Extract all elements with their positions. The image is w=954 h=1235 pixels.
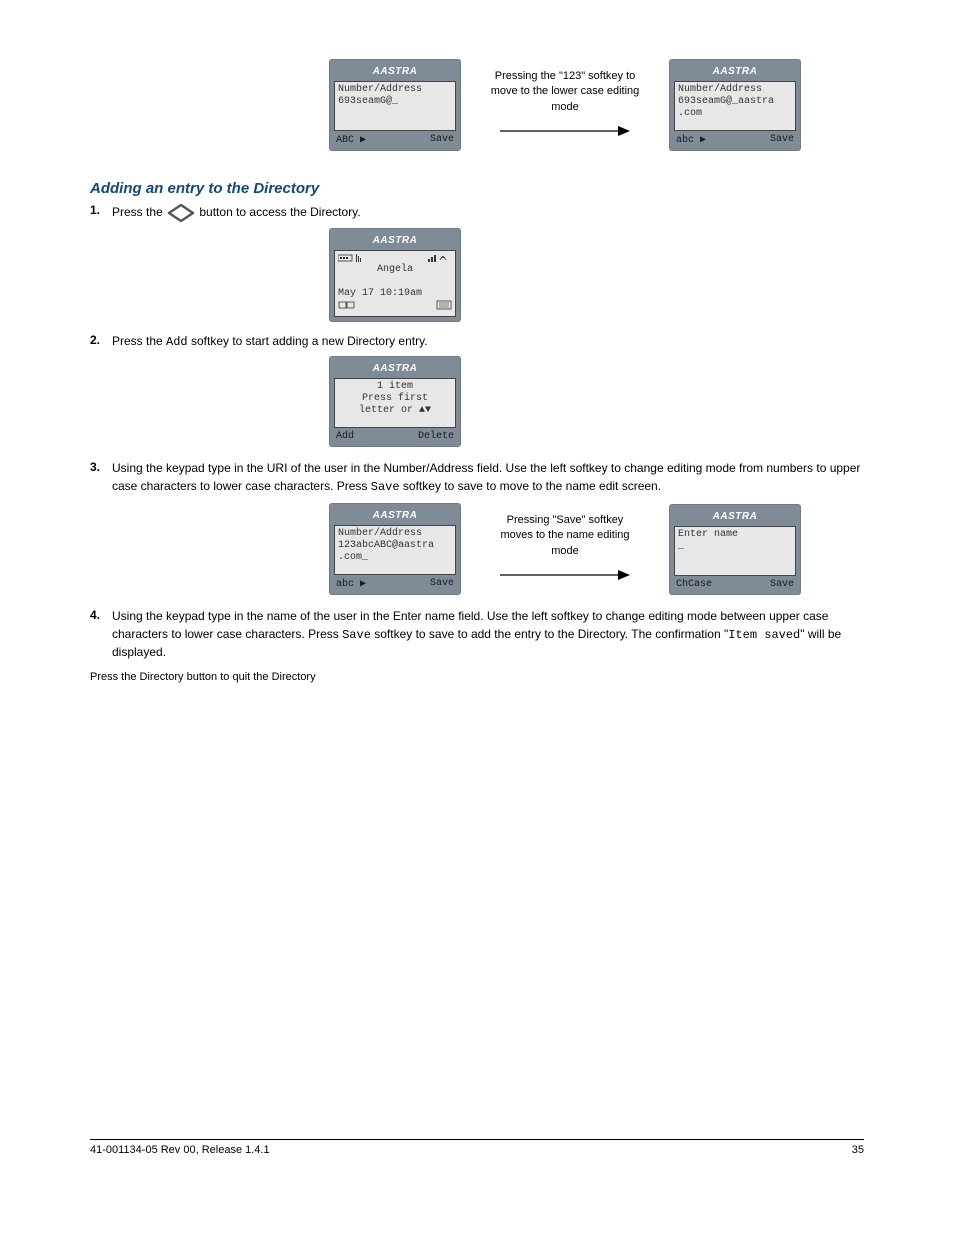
book-icon	[338, 300, 356, 314]
page-footer: 41-001134-05 Rev 00, Release 1.4.1 35	[90, 1139, 864, 1156]
softkey-left[interactable]: ABC ▶	[336, 134, 366, 146]
softkey-left[interactable]: ChCase	[676, 579, 712, 590]
softkey-right[interactable]: Save	[430, 134, 454, 146]
softkey-right[interactable]: Save	[770, 134, 794, 146]
v2: .com_	[338, 552, 368, 563]
brand-label: AASTRA	[334, 508, 456, 525]
phone-display: Enter name _	[674, 526, 796, 576]
step-number: 4.	[90, 608, 106, 622]
phone-edit-uri: AASTRA Number/Address 123abcABC@aastra .…	[330, 504, 460, 594]
directory-button-icon	[166, 203, 196, 223]
closing-note: Press the Directory button to quit the D…	[90, 671, 864, 683]
doc-id: 41-001134-05 Rev 00, Release 1.4.1	[90, 1144, 270, 1156]
item-count: 1 item	[377, 381, 413, 392]
date-time: May 17 10:19am	[338, 288, 452, 300]
field-value-2: .com	[678, 108, 702, 119]
bottom-icons	[338, 300, 452, 314]
field-label: Number/Address	[338, 84, 422, 95]
field-value: 693seamG@_	[338, 96, 398, 107]
field-value-1: 693seamG@_aastra	[678, 96, 774, 107]
t: softkey to save to move to the name edit…	[400, 479, 661, 493]
field-label: Number/Address	[678, 84, 762, 95]
phone-display: Number/Address 693seamG@_	[334, 81, 456, 131]
step-number: 1.	[90, 203, 106, 217]
k2: Item saved	[728, 628, 800, 642]
softkey-add[interactable]: Add	[336, 431, 354, 442]
page-number: 35	[852, 1144, 864, 1156]
hint-1: Press first	[362, 393, 428, 404]
step-1: 1. Press the button to access the Direct…	[90, 203, 864, 223]
step-text: Using the keypad type in the name of the…	[112, 608, 864, 661]
hint-2: letter or ▲▼	[359, 405, 431, 416]
t: Press the	[112, 334, 166, 348]
phone-screen-abc: AASTRA Number/Address 693seamG@_ ABC ▶ S…	[330, 60, 460, 150]
phone-display: Number/Address 123abcABC@aastra .com_	[334, 525, 456, 575]
phone-directory-list: AASTRA 1 item Press first letter or ▲▼ A…	[330, 357, 460, 446]
user-name: Angela	[338, 264, 452, 276]
brand-label: AASTRA	[334, 233, 456, 250]
signal-antenna-icon	[428, 253, 452, 264]
t: Press the	[112, 205, 166, 219]
softkey-delete[interactable]: Delete	[418, 431, 454, 442]
step-text: Press the button to access the Directory…	[112, 203, 361, 223]
cursor: _	[678, 541, 684, 552]
softkey-right[interactable]: Save	[430, 578, 454, 590]
list-icon	[436, 300, 452, 314]
arrow-right-icon	[500, 121, 630, 141]
brand-label: AASTRA	[334, 361, 456, 378]
caption-text: Pressing the "123" softkey to move to th…	[490, 69, 640, 115]
caption-text: Pressing "Save" softkey moves to the nam…	[490, 513, 640, 559]
t: softkey to start adding a new Directory …	[188, 334, 428, 348]
step-text: Using the keypad type in the URI of the …	[112, 460, 864, 496]
step-number: 2.	[90, 333, 106, 347]
transition-caption-col: Pressing the "123" softkey to move to th…	[490, 69, 640, 141]
step-number: 3.	[90, 460, 106, 474]
battery-signal-icon	[338, 253, 366, 264]
softkey-left[interactable]: abc ▶	[336, 578, 366, 590]
brand-label: AASTRA	[674, 509, 796, 526]
softkey-left[interactable]: abc ▶	[676, 134, 706, 146]
softkey-name: Add	[166, 335, 188, 349]
t: button to access the Directory.	[199, 205, 360, 219]
phone-edit-name: AASTRA Enter name _ ChCase Save	[670, 505, 800, 594]
t: softkey to save to add the entry to the …	[371, 627, 728, 641]
phone-display: Number/Address 693seamG@_aastra .com	[674, 81, 796, 131]
step-4: 4. Using the keypad type in the name of …	[90, 608, 864, 661]
phone-display: 1 item Press first letter or ▲▼	[334, 378, 456, 428]
softkey-right[interactable]: Save	[770, 579, 794, 590]
section-heading: Adding an entry to the Directory	[90, 180, 864, 197]
step-text: Press the Add softkey to start adding a …	[112, 333, 428, 351]
status-bar	[338, 253, 452, 264]
field-label: Number/Address	[338, 528, 422, 539]
step-3: 3. Using the keypad type in the URI of t…	[90, 460, 864, 496]
phone-display: Angela May 17 10:19am	[334, 250, 456, 317]
phone-screen-abc-lower: AASTRA Number/Address 693seamG@_aastra .…	[670, 60, 800, 150]
field-label: Enter name	[678, 529, 738, 540]
phone-idle: AASTRA Angela May 17 10:19am	[330, 229, 460, 321]
arrow-right-icon	[500, 565, 630, 585]
transition-caption-col: Pressing "Save" softkey moves to the nam…	[490, 513, 640, 585]
v1: 123abcABC@aastra	[338, 540, 434, 551]
brand-label: AASTRA	[674, 64, 796, 81]
brand-label: AASTRA	[334, 64, 456, 81]
k1: Save	[342, 628, 371, 642]
step-2: 2. Press the Add softkey to start adding…	[90, 333, 864, 351]
softkey-name: Save	[371, 480, 400, 494]
